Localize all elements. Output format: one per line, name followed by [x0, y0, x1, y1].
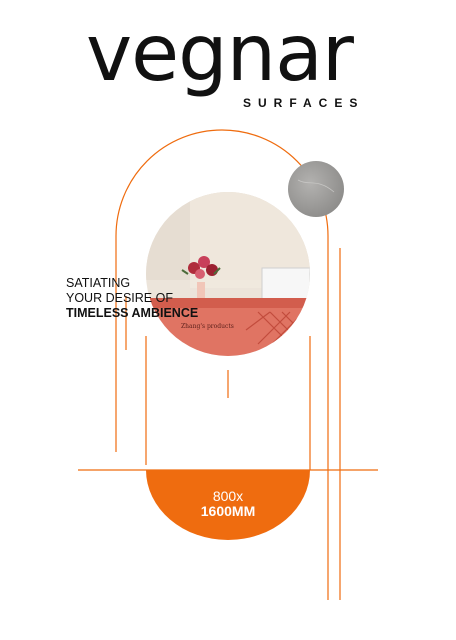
desk-caption: Zhang's products — [181, 323, 234, 330]
tagline-line-2: YOUR DESIRE OF — [66, 291, 173, 305]
size-line-1: 800x — [212, 488, 244, 504]
size-badge-shape — [146, 470, 310, 540]
marble-swatch — [288, 161, 344, 217]
size-line-2: 1600MM — [200, 503, 256, 519]
pill-outline — [145, 336, 311, 470]
tagline-line-1: SATIATING — [66, 276, 131, 290]
vegnar-logo: vegnar — [86, 18, 356, 99]
brand-subtitle: SURFACES — [243, 96, 365, 110]
logo-wordmark: vegnar — [86, 18, 355, 99]
tagline-line-3: TIMELESS AMBIENCE — [66, 306, 199, 320]
tagline: SATIATING YOUR DESIRE OF TIMELESS AMBIEN… — [66, 276, 198, 321]
